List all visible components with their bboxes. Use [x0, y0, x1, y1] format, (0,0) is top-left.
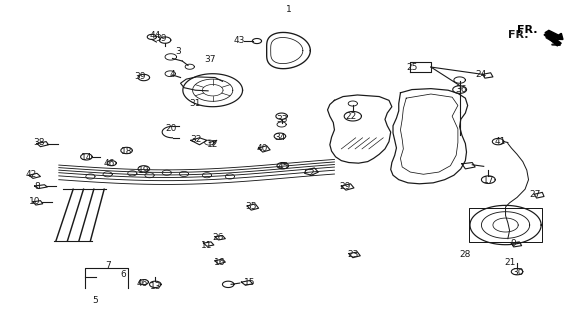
Text: FR.: FR.: [508, 30, 529, 40]
Text: 38: 38: [33, 138, 44, 147]
Text: 33: 33: [276, 115, 287, 124]
Text: 28: 28: [460, 250, 471, 259]
Text: 17: 17: [482, 176, 494, 185]
Text: 29: 29: [339, 181, 350, 190]
Text: 36: 36: [455, 85, 467, 94]
Text: 45: 45: [277, 163, 288, 172]
Text: 20: 20: [165, 124, 177, 133]
Text: 11: 11: [201, 241, 213, 250]
Text: 39: 39: [155, 34, 167, 43]
Text: 9: 9: [511, 239, 516, 248]
Text: 46: 46: [136, 279, 148, 288]
Text: 10: 10: [29, 197, 40, 206]
Text: 15: 15: [243, 278, 255, 287]
Text: 44: 44: [149, 31, 161, 40]
Text: 37: 37: [204, 55, 216, 64]
Text: 32: 32: [190, 135, 201, 144]
Text: 13: 13: [149, 282, 161, 291]
Text: 6: 6: [121, 270, 126, 279]
Text: 25: 25: [406, 63, 418, 72]
Text: 5: 5: [92, 296, 98, 305]
Text: 41: 41: [494, 137, 505, 146]
Text: 1: 1: [286, 5, 291, 14]
FancyArrow shape: [545, 30, 563, 39]
Text: 42: 42: [25, 170, 37, 179]
Text: 24: 24: [475, 70, 486, 79]
Text: 34: 34: [274, 133, 286, 142]
Text: 27: 27: [530, 190, 541, 199]
Text: 21: 21: [504, 258, 515, 267]
Text: 22: 22: [345, 112, 356, 121]
Text: 3: 3: [175, 47, 181, 56]
Text: 23: 23: [347, 250, 358, 259]
Text: 19: 19: [138, 166, 149, 175]
Text: 18: 18: [121, 147, 132, 156]
Text: 12: 12: [207, 140, 218, 149]
Text: 43: 43: [234, 36, 245, 44]
Text: 46: 46: [104, 159, 115, 168]
Text: 4: 4: [170, 70, 175, 79]
Text: 30: 30: [512, 268, 524, 277]
Text: 31: 31: [190, 99, 201, 108]
Text: 35: 35: [245, 203, 257, 212]
Text: 14: 14: [81, 153, 92, 162]
Text: 39: 39: [134, 72, 146, 81]
Text: 40: 40: [257, 144, 268, 153]
Text: 16: 16: [214, 258, 226, 267]
Text: 26: 26: [213, 233, 224, 242]
Text: 7: 7: [105, 261, 110, 270]
Text: FR.: FR.: [516, 25, 537, 35]
Text: 8: 8: [35, 181, 40, 190]
Text: 2: 2: [309, 169, 314, 178]
Polygon shape: [544, 33, 561, 46]
